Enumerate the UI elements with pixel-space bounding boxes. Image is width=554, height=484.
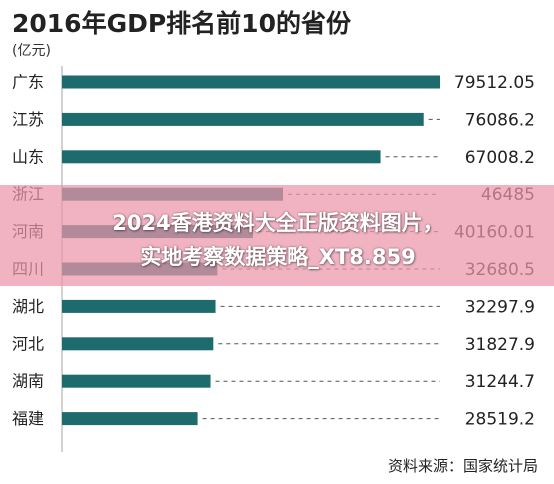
bar	[62, 299, 216, 313]
category-label: 山东	[12, 147, 44, 166]
value-label: 31244.7	[465, 372, 535, 392]
source-note: 资料来源：国家统计局	[387, 457, 538, 475]
value-label: 67008.2	[465, 148, 535, 168]
watermark-line-2: 实地考察数据策略_XT8.859	[140, 245, 416, 269]
watermark-text: 2024香港资料大全正版资料图片， 实地考察数据策略_XT8.859	[18, 206, 538, 274]
category-label: 湖北	[12, 297, 44, 316]
bar	[62, 75, 440, 89]
category-label: 江苏	[12, 110, 44, 129]
bar	[62, 150, 381, 164]
category-label: 湖南	[12, 372, 44, 391]
chart-title: 2016年GDP排名前10的省份	[12, 9, 351, 38]
value-label: 76086.2	[465, 110, 535, 130]
value-label: 28519.2	[465, 410, 535, 430]
value-label: 32297.9	[465, 297, 535, 317]
bar	[62, 337, 214, 351]
category-label: 广东	[12, 73, 44, 92]
category-label: 河北	[12, 334, 44, 353]
unit-label: (亿元)	[12, 43, 51, 59]
bar	[62, 374, 211, 388]
bar	[62, 412, 198, 426]
value-label: 79512.05	[454, 73, 535, 93]
bar	[62, 112, 424, 126]
watermark-line-1: 2024香港资料大全正版资料图片，	[112, 211, 444, 235]
watermark-banner	[0, 185, 554, 286]
value-label: 31827.9	[465, 335, 535, 355]
category-label: 福建	[12, 409, 44, 428]
